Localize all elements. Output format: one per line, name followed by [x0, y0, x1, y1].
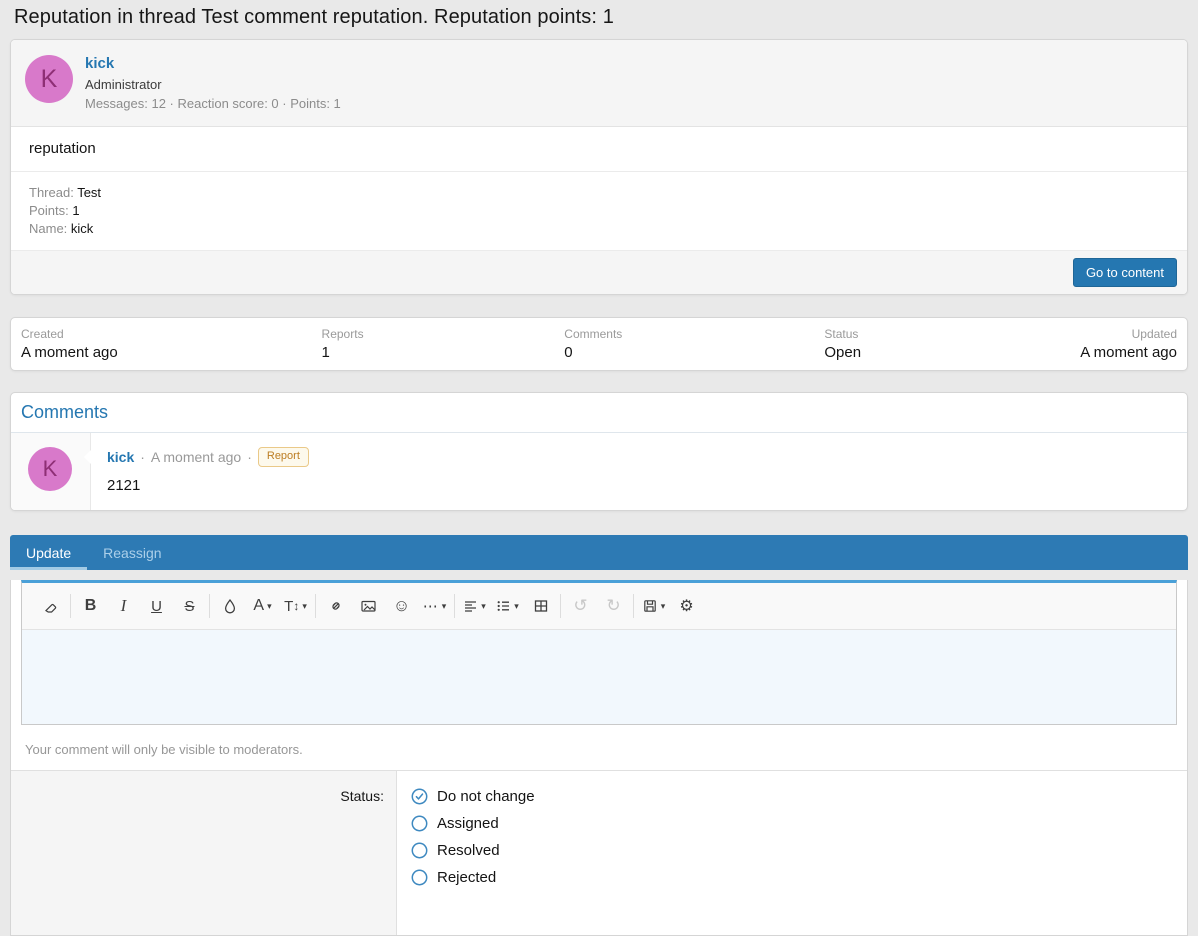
- toolbar-separator: [633, 594, 634, 619]
- update-form: B I U S A ▾ T ↕ ▾ ☺ ⋯ ▾ ▾ ▾: [10, 580, 1188, 936]
- font-family-icon[interactable]: A ▾: [246, 591, 279, 621]
- text-color-icon[interactable]: [213, 591, 246, 621]
- report-stats-card: Created A moment ago Reports 1 Comments …: [10, 317, 1188, 371]
- radio-unchecked-icon: [411, 842, 428, 859]
- field-label: Name:: [29, 221, 68, 236]
- status-form-row: Status: Do not change Assigned Resolved: [11, 770, 1187, 936]
- comment-avatar-cell: K: [11, 433, 91, 511]
- report-badge[interactable]: Report: [257, 447, 309, 468]
- undo-icon[interactable]: ↺: [564, 591, 597, 621]
- image-icon[interactable]: [352, 591, 385, 621]
- stat-label: Reports: [321, 327, 364, 341]
- report-fields: Thread: Test Points: 1 Name: kick: [11, 172, 1187, 251]
- avatar[interactable]: K: [25, 55, 73, 103]
- stat-updated: Updated A moment ago: [1080, 327, 1177, 361]
- smilie-icon[interactable]: ☺: [385, 591, 418, 621]
- toolbar-separator: [70, 594, 71, 619]
- comment-timestamp[interactable]: A moment ago: [150, 449, 242, 466]
- stat-reports: Reports 1: [322, 327, 565, 361]
- radio-assigned[interactable]: Assigned: [411, 810, 1187, 837]
- alignment-icon[interactable]: ▾: [458, 591, 491, 621]
- toolbar-separator: [315, 594, 316, 619]
- radio-label: Rejected: [437, 869, 497, 887]
- table-icon[interactable]: [524, 591, 557, 621]
- comment-username-link[interactable]: kick: [107, 449, 135, 466]
- avatar[interactable]: K: [28, 447, 72, 491]
- redo-icon[interactable]: ↻: [597, 591, 630, 621]
- stat-created: Created A moment ago: [21, 327, 322, 361]
- reported-message: reputation: [11, 127, 1187, 172]
- stat-label: Created: [21, 327, 64, 341]
- status-options: Do not change Assigned Resolved Rejected: [397, 771, 1187, 935]
- more-options-icon[interactable]: ⋯ ▾: [418, 591, 451, 621]
- field-value: kick: [70, 221, 94, 236]
- strikethrough-icon[interactable]: S: [173, 591, 206, 621]
- toolbar-separator: [209, 594, 210, 619]
- field-points: Points: 1: [29, 202, 1169, 220]
- radio-label: Resolved: [437, 842, 500, 860]
- comments-heading: Comments: [11, 393, 1187, 433]
- stat-label: Comments: [564, 327, 623, 341]
- field-name: Name: kick: [29, 220, 1169, 238]
- drafts-icon[interactable]: ▾: [637, 591, 670, 621]
- stat-value: 0: [564, 344, 573, 361]
- field-value: Test: [77, 185, 102, 200]
- comments-card: Comments K kick · A moment ago · Report …: [10, 392, 1188, 512]
- radio-unchecked-icon: [411, 869, 428, 886]
- radio-unchecked-icon: [411, 815, 428, 832]
- action-tabbar: Update Reassign: [10, 535, 1188, 571]
- stat-label: Updated: [1131, 327, 1177, 341]
- field-thread: Thread: Test: [29, 184, 1169, 202]
- field-label: Thread:: [29, 185, 74, 200]
- user-title: Administrator: [85, 77, 162, 92]
- radio-label: Assigned: [437, 815, 499, 833]
- field-value: 1: [72, 203, 80, 218]
- comment-content: kick · A moment ago · Report 2121: [84, 433, 1187, 510]
- tab-reassign[interactable]: Reassign: [103, 544, 162, 561]
- list-icon[interactable]: ▾: [491, 591, 524, 621]
- stat-status: Status Open: [824, 327, 1080, 361]
- remove-format-icon[interactable]: [34, 591, 67, 621]
- link-icon[interactable]: [319, 591, 352, 621]
- stat-value: A moment ago: [21, 344, 118, 361]
- radio-checked-icon: [411, 788, 428, 805]
- report-card: K kick Administrator Messages: 12 · Reac…: [10, 39, 1188, 295]
- tab-update[interactable]: Update: [10, 535, 88, 571]
- toolbar-separator: [560, 594, 561, 619]
- stat-comments: Comments 0: [564, 327, 824, 361]
- user-stats: Messages: 12 · Reaction score: 0 · Point…: [85, 96, 341, 111]
- comment-body: 2121: [107, 477, 141, 495]
- comment-meta: kick · A moment ago · Report: [107, 447, 1171, 468]
- username-link[interactable]: kick: [85, 55, 115, 72]
- editor-toolbar: B I U S A ▾ T ↕ ▾ ☺ ⋯ ▾ ▾ ▾: [22, 583, 1176, 631]
- underline-icon[interactable]: U: [140, 591, 173, 621]
- stat-value: 1: [321, 344, 330, 361]
- stat-value: Open: [824, 344, 862, 361]
- stat-label: Status: [824, 327, 859, 341]
- user-info: kick Administrator Messages: 12 · Reacti…: [85, 55, 341, 111]
- toolbar-separator: [454, 594, 455, 619]
- status-field-label: Status:: [11, 771, 397, 936]
- comment-item: K kick · A moment ago · Report 2121: [11, 433, 1187, 511]
- radio-rejected[interactable]: Rejected: [411, 864, 1187, 891]
- field-label: Points:: [29, 203, 69, 218]
- radio-do-not-change[interactable]: Do not change: [411, 783, 1187, 810]
- report-user-header: K kick Administrator Messages: 12 · Reac…: [11, 40, 1187, 127]
- comment-editor-input[interactable]: [22, 630, 1176, 725]
- editor-settings-icon[interactable]: ⚙: [670, 591, 703, 621]
- moderator-note: Your comment will only be visible to mod…: [25, 742, 303, 758]
- radio-label: Do not change: [437, 788, 535, 806]
- go-to-content-button[interactable]: Go to content: [1072, 258, 1177, 287]
- page-title: Reputation in thread Test comment reputa…: [14, 6, 614, 28]
- radio-resolved[interactable]: Resolved: [411, 837, 1187, 864]
- meta-separator: ·: [140, 449, 145, 466]
- font-size-icon[interactable]: T ↕ ▾: [279, 591, 312, 621]
- meta-separator: ·: [247, 449, 252, 466]
- report-footer: Go to content: [11, 251, 1187, 294]
- italic-icon[interactable]: I: [107, 591, 140, 621]
- stat-value: A moment ago: [1080, 344, 1177, 361]
- bold-icon[interactable]: B: [74, 591, 107, 621]
- rich-text-editor: B I U S A ▾ T ↕ ▾ ☺ ⋯ ▾ ▾ ▾: [21, 580, 1177, 726]
